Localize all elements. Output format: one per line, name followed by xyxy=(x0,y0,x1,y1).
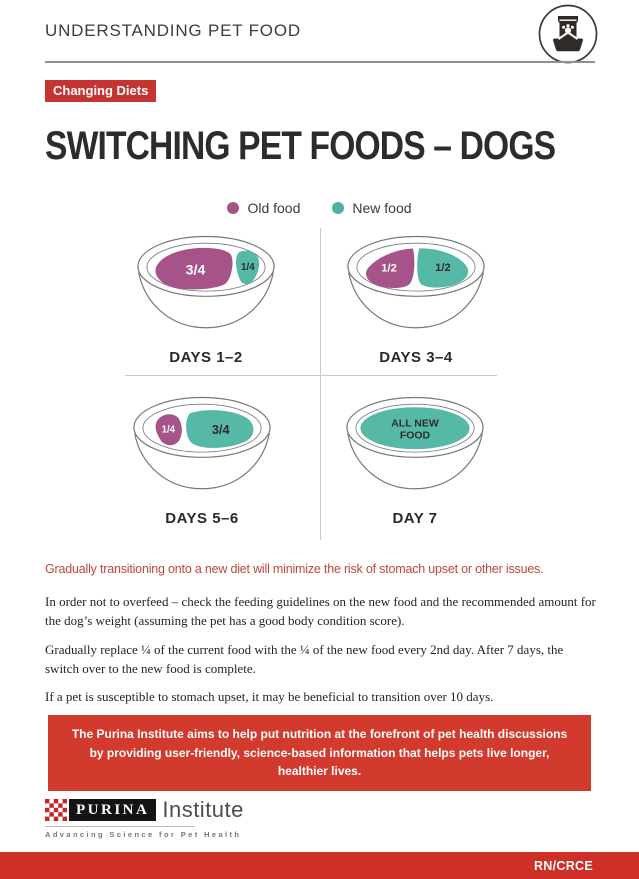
bowl-days-1-2: 3/4 1/4 DAYS 1–2 xyxy=(131,232,281,366)
bowl-label: DAYS 1–2 xyxy=(169,349,243,366)
section-badge: Changing Diets xyxy=(45,80,157,102)
grid-divider-vertical xyxy=(320,228,321,540)
bowl-day-7: ALL NEW FOOD DAY 7 xyxy=(340,393,490,527)
portion-label-old: 3/4 xyxy=(186,263,206,279)
new-food-dot-icon xyxy=(332,202,345,214)
bowl-label: DAY 7 xyxy=(392,510,438,527)
portion-label-old: 1/4 xyxy=(162,425,176,436)
body-paragraph-3: If a pet is susceptible to stomach upset… xyxy=(45,689,494,705)
header-title: UNDERSTANDING PET FOOD xyxy=(45,21,301,40)
bowl-diagram-grid: 3/4 1/4 DAYS 1–2 1/2 1/2 DAYS 3–4 xyxy=(0,225,639,545)
portion-label-new: 1/2 xyxy=(435,262,451,274)
highlight-text: Gradually transitioning onto a new diet … xyxy=(45,562,544,576)
legend: Old food New food xyxy=(0,200,639,216)
callout-box: The Purina Institute aims to help put nu… xyxy=(48,715,591,791)
callout-text: The Purina Institute aims to help put nu… xyxy=(71,727,568,779)
purina-checkerboard-icon xyxy=(45,799,67,821)
institute-label: Institute xyxy=(162,797,244,822)
header-divider xyxy=(45,61,595,63)
body-text: In order not to overfeed – check the fee… xyxy=(45,593,600,717)
footer-code: RN/CRCE xyxy=(533,858,593,873)
purina-wordmark: PURINA xyxy=(69,799,157,821)
bowl-label: DAYS 3–4 xyxy=(379,349,453,366)
legend-label-new: New food xyxy=(352,200,412,216)
portion-label-all-new-line1: ALL NEW xyxy=(391,419,439,430)
legend-item-old-food: Old food xyxy=(227,200,300,216)
pet-food-bag-and-bowl-icon xyxy=(537,3,599,70)
grid-divider-horizontal xyxy=(125,375,497,376)
logo-tagline: Advancing Science for Pet Health xyxy=(45,830,242,839)
portion-label-new: 1/4 xyxy=(241,262,255,273)
footer-bar: RN/CRCE xyxy=(0,852,639,879)
legend-label-old: Old food xyxy=(247,200,301,216)
portion-label-new: 3/4 xyxy=(212,422,230,437)
old-food-dot-icon xyxy=(227,202,240,214)
bowl-label: DAYS 5–6 xyxy=(165,510,239,527)
page-title: SWITCHING PET FOODS – DOGS xyxy=(45,124,556,168)
bowl-days-3-4: 1/2 1/2 DAYS 3–4 xyxy=(341,232,491,366)
portion-label-old: 1/2 xyxy=(381,263,397,275)
body-paragraph-1: In order not to overfeed – check the fee… xyxy=(45,594,596,628)
purina-institute-logo: PURINA Institute Advancing Science for P… xyxy=(45,797,245,839)
body-paragraph-2: Gradually replace ¼ of the current food … xyxy=(45,641,564,676)
logo-divider xyxy=(45,826,195,827)
legend-item-new-food: New food xyxy=(332,200,412,216)
bowl-days-5-6: 1/4 3/4 DAYS 5–6 xyxy=(127,393,277,527)
portion-label-all-new-line2: FOOD xyxy=(400,431,431,442)
